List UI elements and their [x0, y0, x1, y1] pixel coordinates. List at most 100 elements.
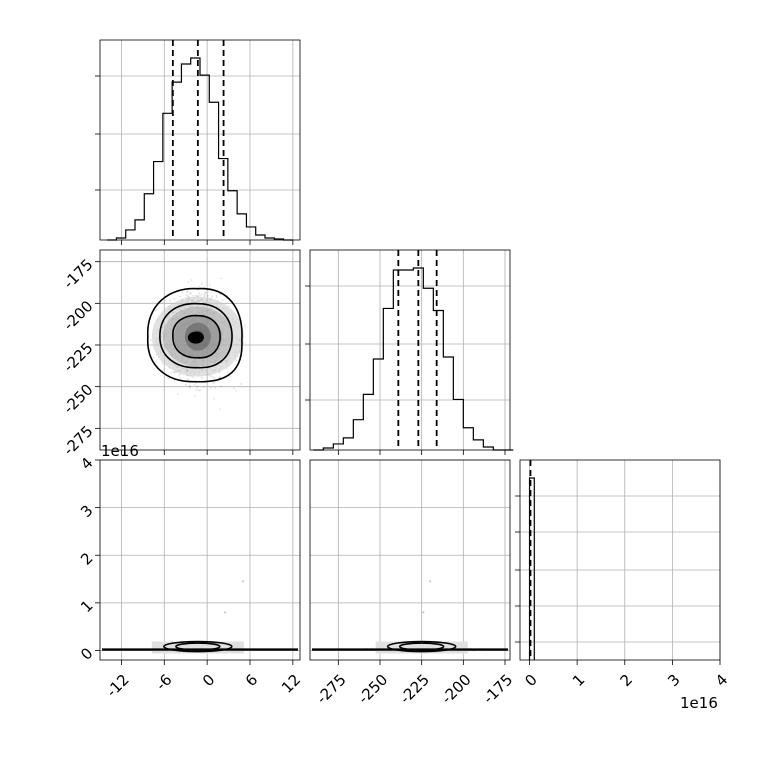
- scatter-point: [161, 362, 164, 365]
- scatter-point: [220, 385, 223, 388]
- scatter-point: [187, 295, 190, 297]
- p2-hist-histogram-line: [528, 477, 535, 660]
- scatter-point: [186, 290, 189, 293]
- scatter-point: [199, 294, 201, 297]
- scatter-point: [204, 292, 207, 294]
- p1-vs-p0-contour-1: [159, 302, 233, 369]
- p0-hist-frame: [99, 39, 301, 241]
- p2-vs-p1-contour-0: [386, 640, 457, 653]
- p1-hist-histogram-line: [313, 267, 514, 451]
- p2-hist-frame: [519, 459, 721, 661]
- scatter-point: [201, 376, 203, 379]
- scatter-point: [201, 293, 203, 296]
- scatter-point: [218, 408, 221, 411]
- scatter-point: [213, 381, 216, 384]
- scatter-point: [244, 324, 246, 327]
- scatter-point: [210, 375, 213, 378]
- scatter-point: [229, 375, 232, 378]
- scatter-point: [221, 299, 224, 301]
- scatter-point: [213, 377, 216, 380]
- p1-vs-p0-contour-2: [172, 314, 221, 359]
- scatter-point: [219, 293, 222, 296]
- scatter-point: [189, 386, 192, 389]
- scatter-point: [168, 377, 171, 380]
- scatter-point: [170, 371, 173, 374]
- scatter-point: [201, 282, 203, 285]
- scatter-point: [152, 356, 155, 359]
- scatter-point: [235, 359, 237, 362]
- scatter-point: [173, 297, 176, 300]
- p1-vs-p0-frame: [99, 249, 301, 451]
- scatter-point: [161, 369, 164, 372]
- scatter-point: [174, 371, 177, 374]
- scatter-point: [195, 389, 198, 391]
- scatter-point: [197, 292, 200, 295]
- scatter-point: [197, 286, 200, 288]
- scatter-point: [207, 294, 209, 297]
- scatter-point: [220, 277, 223, 280]
- p2-vs-p1-outlier-0: [429, 580, 431, 583]
- p2-vs-p1-outlier-1: [422, 611, 425, 614]
- scatter-point: [188, 385, 191, 387]
- scatter-point: [154, 309, 157, 312]
- scatter-point: [190, 279, 193, 282]
- scatter-point: [181, 291, 184, 294]
- scatter-point: [185, 294, 188, 296]
- scatter-point: [219, 376, 221, 379]
- scatter-point: [194, 394, 196, 397]
- p2-vs-p0-contour-1: [175, 642, 221, 651]
- scatter-point: [194, 294, 197, 297]
- scatter-point: [196, 385, 199, 387]
- p2-offset-bottom: 1e16: [680, 694, 718, 712]
- scatter-point: [192, 295, 194, 297]
- scatter-point: [187, 281, 190, 283]
- p2-vs-p0-outlier-0: [241, 580, 244, 583]
- scatter-point: [155, 308, 158, 311]
- scatter-point: [188, 385, 191, 388]
- scatter-point: [212, 381, 214, 384]
- scatter-point: [169, 300, 172, 302]
- scatter-point: [196, 387, 198, 389]
- scatter-point: [233, 387, 235, 390]
- p2-vs-p0-outlier-1: [224, 611, 226, 614]
- scatter-point: [179, 295, 182, 298]
- scatter-point: [208, 284, 211, 287]
- scatter-point: [189, 292, 192, 295]
- scatter-point: [173, 371, 175, 374]
- scatter-point: [176, 393, 179, 396]
- p2-vs-p0-frame: [99, 459, 301, 661]
- scatter-point: [199, 389, 202, 391]
- scatter-point: [215, 295, 218, 297]
- p1-hist-frame: [309, 249, 511, 451]
- scatter-point: [218, 376, 221, 379]
- scatter-point: [213, 397, 216, 400]
- p2-vs-p1-contour-1: [398, 642, 445, 651]
- scatter-point: [214, 387, 217, 389]
- scatter-point: [179, 378, 182, 380]
- scatter-point: [204, 291, 206, 294]
- scatter-point: [155, 361, 158, 363]
- scatter-point: [210, 387, 212, 389]
- scatter-point: [187, 296, 190, 298]
- scatter-point: [178, 374, 181, 376]
- scatter-point: [196, 295, 199, 298]
- scatter-point: [150, 339, 152, 341]
- p2-vs-p0-contour-0: [163, 640, 233, 653]
- p2-offset-left: 1e16: [101, 442, 139, 460]
- scatter-point: [203, 295, 206, 298]
- scatter-point: [186, 291, 189, 293]
- scatter-point: [186, 378, 189, 381]
- scatter-point: [235, 389, 238, 392]
- scatter-point: [203, 286, 206, 289]
- scatter-point: [198, 389, 200, 392]
- scatter-point: [215, 296, 218, 299]
- scatter-point: [211, 295, 214, 298]
- scatter-point: [197, 295, 200, 297]
- scatter-point: [203, 386, 206, 388]
- scatter-point: [239, 383, 242, 385]
- p1-vs-p0-contour-0: [147, 287, 243, 383]
- p1-vs-p0-peak: [187, 331, 204, 344]
- scatter-point: [189, 292, 192, 295]
- scatter-point: [192, 376, 194, 379]
